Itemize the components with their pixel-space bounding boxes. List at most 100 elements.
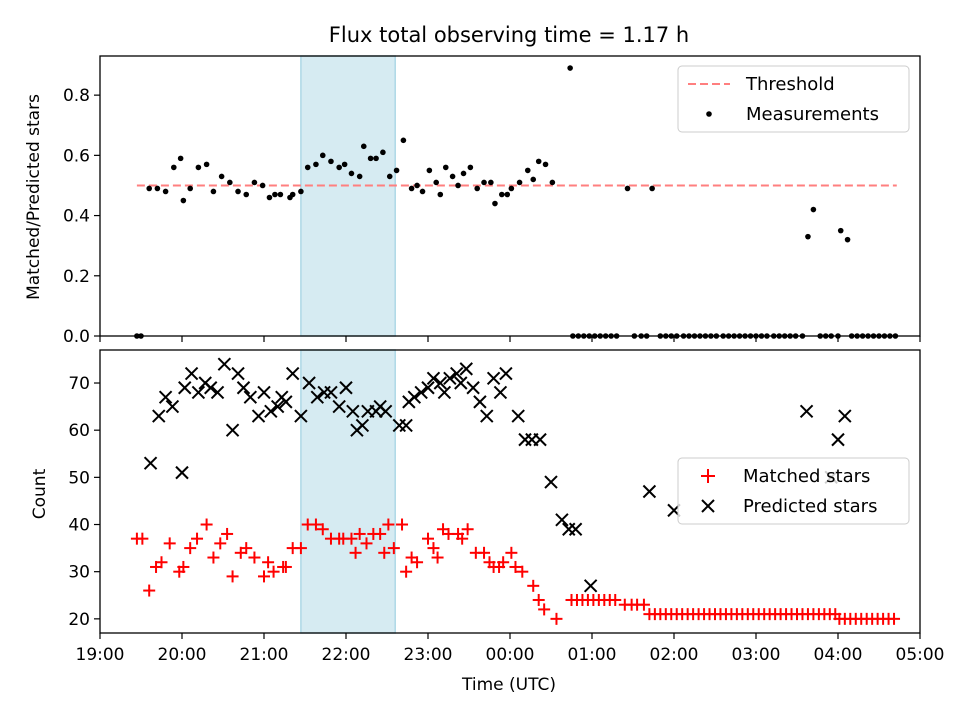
matched-stars-point: [240, 542, 253, 555]
legend-matched-swatch: [701, 469, 715, 483]
measurement-point: [508, 185, 515, 192]
x-tick-label: 20:00: [158, 645, 207, 665]
top-plot-frame: [99, 55, 921, 337]
predicted-stars-point: [178, 381, 192, 395]
matched-stars-point: [191, 532, 204, 545]
matched-stars-point: [163, 537, 176, 550]
bottom-x-axis: 19:00 20:00 21:00 22:00 23:00 00:00 01:00 02:00…: [76, 633, 945, 665]
measurement-point: [373, 155, 379, 162]
measurement-point: [146, 185, 152, 192]
measurement-point: [530, 176, 537, 183]
x-tick-label: 00:00: [486, 645, 535, 665]
bottom-plot-frame: [99, 349, 921, 634]
measurement-point: [177, 155, 184, 162]
matched-stars-point: [509, 560, 522, 573]
x-tick-label: 02:00: [650, 645, 699, 665]
predicted-stars-point: [480, 409, 494, 423]
measurement-point: [154, 185, 161, 192]
measurement-point: [367, 155, 374, 162]
measurement-point: [504, 191, 511, 198]
measurement-point: [426, 167, 433, 174]
x-tick-label: 03:00: [732, 645, 781, 665]
y-tick-label: 40: [68, 516, 90, 536]
measurement-point: [488, 179, 494, 186]
measurement-point: [380, 149, 386, 156]
predicted-stars-point: [831, 432, 845, 447]
matched-stars-point: [527, 579, 540, 592]
measurement-point: [442, 164, 449, 171]
y-tick-label: 20: [68, 610, 90, 630]
measurement-point: [235, 188, 241, 195]
top-legend: Threshold Measurements: [677, 65, 910, 133]
predicted-stars-point: [231, 366, 245, 381]
matched-stars-point: [309, 518, 322, 531]
measurement-point: [542, 161, 549, 168]
measurement-point: [336, 164, 342, 171]
predicted-stars-point: [332, 399, 346, 414]
predicted-stars-point: [175, 465, 189, 480]
matched-stars-point: [378, 546, 391, 559]
matched-stars-point: [155, 556, 168, 569]
matched-stars-point: [374, 527, 387, 540]
predicted-stars-point: [533, 432, 547, 447]
predicted-stars-point: [642, 484, 657, 499]
top-chart-title: Flux total observing time = 1.17 h: [329, 23, 689, 47]
top-x-axis: [99, 336, 921, 342]
predicted-stars-point: [264, 404, 278, 419]
matched-stars-point: [294, 542, 307, 555]
legend-measurements-label: Measurements: [746, 104, 879, 125]
bottom-legend-box: [677, 457, 910, 525]
y-tick-label: 0.4: [63, 207, 90, 227]
matched-stars-point: [214, 537, 227, 550]
measurement-point: [408, 185, 415, 192]
top-y-axis-label: Matched/Predicted stars: [24, 94, 44, 300]
matched-stars-point: [422, 532, 434, 545]
predicted-stars-point: [355, 418, 370, 433]
y-tick-label: 0.8: [63, 86, 90, 106]
measurement-point: [162, 188, 169, 195]
x-tick-label: 01:00: [568, 645, 617, 665]
matched-stars-point: [316, 523, 329, 536]
predicted-stars-point: [324, 385, 338, 400]
measurement-point: [481, 179, 487, 186]
measurement-point: [251, 179, 258, 186]
matched-stars-point: [200, 518, 213, 531]
measurement-point: [227, 179, 233, 186]
matched-stars-point: [505, 546, 518, 559]
measurement-point: [277, 191, 284, 198]
predicted-stars-point: [499, 366, 513, 381]
legend-matched-label: Matched stars: [743, 466, 870, 487]
matched-stars-point: [637, 598, 650, 611]
predicted-stars-point: [459, 362, 473, 376]
predicted-stars-point: [421, 381, 435, 395]
predicted-stars-point: [544, 475, 558, 489]
predicted-stars-point: [426, 371, 441, 386]
measurement-point: [356, 173, 363, 180]
measurement-point: [624, 185, 631, 192]
matched-stars-point: [550, 612, 563, 625]
predicted-stars-point: [407, 390, 422, 404]
matched-stars-point: [431, 551, 444, 564]
predicted-stars-point: [838, 409, 852, 423]
measurement-point: [433, 179, 440, 186]
predicted-stars-point: [236, 381, 251, 395]
measurement-point: [393, 167, 400, 174]
top-highlight-span: [300, 55, 396, 337]
predicted-stars-point: [203, 381, 218, 395]
predicted-stars-point: [433, 376, 448, 390]
bottom-x-axis-label: Time (UTC): [461, 675, 556, 695]
measurement-point: [437, 191, 444, 198]
y-tick-label: 0.0: [63, 327, 90, 347]
measurement-point: [419, 188, 426, 195]
matched-stars-point: [609, 593, 622, 606]
measurement-point: [810, 206, 817, 213]
matched-stars-point: [360, 537, 373, 550]
measurement-point: [844, 236, 851, 243]
measurement-point: [386, 173, 393, 180]
matched-stars-point: [382, 518, 395, 531]
matched-stars-point: [396, 518, 409, 531]
measurement-point: [499, 191, 505, 198]
matched-stars-point: [461, 523, 474, 536]
predicted-stars-point: [270, 399, 285, 414]
legend-threshold-label: Threshold: [745, 74, 835, 95]
